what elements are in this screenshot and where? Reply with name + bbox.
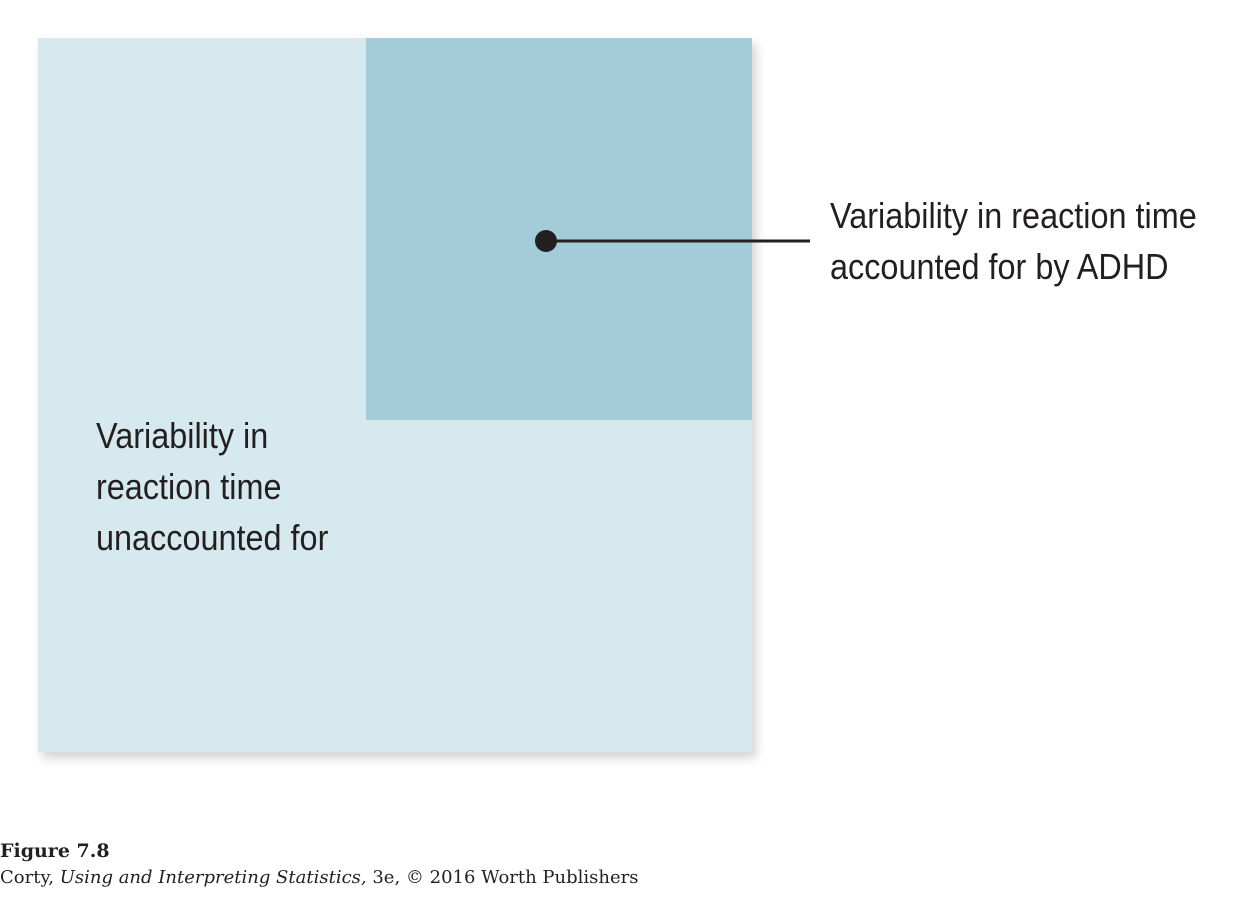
unaccounted-label-line-2: reaction time: [96, 466, 282, 507]
accounted-variability-label: Variability in reaction time accounted f…: [830, 190, 1197, 292]
accounted-label-line-1: Variability in reaction time: [830, 195, 1197, 236]
credit-author: Corty,: [0, 867, 54, 888]
credit-edition-copyright: 3e, © 2016 Worth Publishers: [372, 867, 639, 888]
unaccounted-label-line-3: unaccounted for: [96, 517, 329, 558]
figure-credit: Corty, Using and Interpreting Statistics…: [0, 864, 639, 892]
accounted-label-line-2: accounted for by ADHD: [830, 246, 1169, 287]
unaccounted-label-line-1: Variability in: [96, 415, 269, 456]
figure-caption: Figure 7.8 Corty, Using and Interpreting…: [0, 838, 639, 892]
credit-book-title: Using and Interpreting Statistics,: [59, 867, 367, 888]
unaccounted-variability-label: Variability in reaction time unaccounted…: [96, 410, 328, 563]
figure-number: Figure 7.8: [0, 840, 110, 862]
accounted-variability-square: [366, 38, 752, 420]
